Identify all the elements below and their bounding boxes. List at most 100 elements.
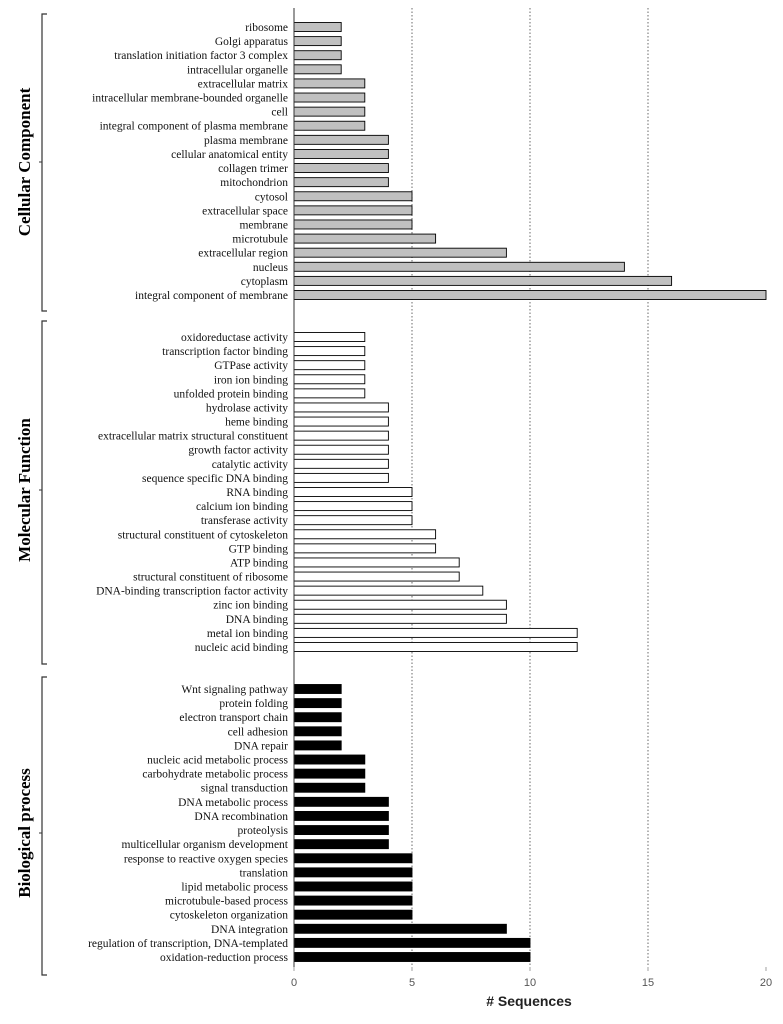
category-label: transcription factor binding <box>162 346 288 358</box>
bar <box>293 50 342 61</box>
bar <box>293 754 366 765</box>
bar <box>293 557 460 568</box>
bar <box>293 585 484 596</box>
bar <box>293 275 673 286</box>
bar <box>293 205 413 216</box>
bar <box>293 402 389 413</box>
bar <box>293 120 366 131</box>
category-label: GTPase activity <box>214 360 288 372</box>
group-brackets: Cellular Component Molecular Function Biol… <box>15 13 47 976</box>
bar <box>293 444 389 455</box>
category-label: intracellular organelle <box>187 64 288 76</box>
bar <box>293 78 366 89</box>
category-label: Golgi apparatus <box>215 36 289 48</box>
bar <box>293 923 507 934</box>
category-label: nucleic acid binding <box>195 642 288 654</box>
category-label: extracellular matrix structural constitu… <box>98 431 289 443</box>
category-label: intracellular membrane-bounded organelle <box>92 93 288 105</box>
category-label: microtubule-based process <box>165 896 288 908</box>
bar <box>293 346 366 357</box>
bar <box>293 642 578 652</box>
bar <box>293 796 389 807</box>
category-label: DNA integration <box>211 924 288 936</box>
bar <box>293 36 342 47</box>
category-label: hydrolase activity <box>206 402 288 414</box>
bar <box>293 529 437 540</box>
group-label: Cellular Component <box>15 87 34 236</box>
x-axis-title: # Sequences <box>486 993 572 1009</box>
category-label: iron ion binding <box>214 374 288 386</box>
bar <box>293 571 460 582</box>
category-label: oxidation-reduction process <box>160 952 289 964</box>
bar <box>293 853 413 864</box>
category-label: unfolded protein binding <box>174 388 289 400</box>
bar <box>293 487 413 497</box>
bar <box>293 148 389 159</box>
bar <box>293 895 413 906</box>
category-label: zinc ion binding <box>213 600 288 612</box>
bar <box>293 740 342 751</box>
grid-lines <box>411 8 649 965</box>
category-label: lipid metabolic process <box>181 881 288 893</box>
bar <box>293 839 389 850</box>
bar <box>293 712 342 723</box>
category-label: RNA binding <box>226 487 288 499</box>
x-tick-label: 0 <box>291 977 297 989</box>
bar <box>293 825 389 836</box>
bar <box>293 684 342 694</box>
category-label: transferase activity <box>201 515 288 527</box>
bar <box>293 501 413 512</box>
category-label: cellular anatomical entity <box>171 149 288 161</box>
bar <box>293 163 389 174</box>
category-label: response to reactive oxygen species <box>124 853 289 865</box>
category-label: nucleic acid metabolic process <box>147 755 288 767</box>
bars <box>293 22 767 962</box>
category-label: GTP binding <box>229 543 289 555</box>
category-label: oxidoreductase activity <box>181 332 288 344</box>
category-label: multicellular organism development <box>122 839 289 851</box>
group-bracket <box>41 676 47 976</box>
bar <box>293 726 342 737</box>
category-label: heme binding <box>225 417 288 429</box>
category-label: sequence specific DNA binding <box>142 473 288 485</box>
group-bracket <box>41 13 47 312</box>
group-label: Biological process <box>15 768 34 898</box>
bar <box>293 360 366 371</box>
category-label: nucleus <box>253 262 289 274</box>
category-labels: ribosome Golgi apparatus translation initi… <box>88 22 289 964</box>
bar <box>293 810 389 821</box>
category-label: translation <box>239 867 288 879</box>
bar <box>293 458 389 469</box>
bar <box>293 219 413 230</box>
bar <box>293 599 507 610</box>
category-label: growth factor activity <box>188 445 288 457</box>
x-tick-label: 5 <box>409 977 415 989</box>
x-tick-label: 10 <box>524 977 536 989</box>
group-bracket <box>41 320 47 665</box>
bar <box>293 627 578 638</box>
category-label: extracellular space <box>202 205 288 217</box>
bar <box>293 106 366 117</box>
x-tick-label: 15 <box>642 977 654 989</box>
bar <box>293 698 342 709</box>
category-label: calcium ion binding <box>196 501 288 513</box>
category-label: cytoplasm <box>241 276 288 288</box>
bar <box>293 191 413 202</box>
category-label: extracellular matrix <box>198 78 289 90</box>
bar <box>293 768 366 779</box>
bar <box>293 22 342 32</box>
category-label: integral component of membrane <box>135 290 288 302</box>
category-label: regulation of transcription, DNA-templat… <box>88 938 288 950</box>
bar <box>293 952 531 962</box>
bar <box>293 261 625 272</box>
category-label: cell adhesion <box>228 726 289 738</box>
bar <box>293 247 507 258</box>
bar <box>293 881 413 892</box>
category-label: cytosol <box>255 191 288 203</box>
bar <box>293 177 389 188</box>
bar <box>293 416 389 427</box>
category-label: ATP binding <box>230 557 288 569</box>
category-label: structural constituent of cytoskeleton <box>118 529 288 541</box>
category-label: mitochondrion <box>220 177 288 189</box>
bar <box>293 92 366 103</box>
